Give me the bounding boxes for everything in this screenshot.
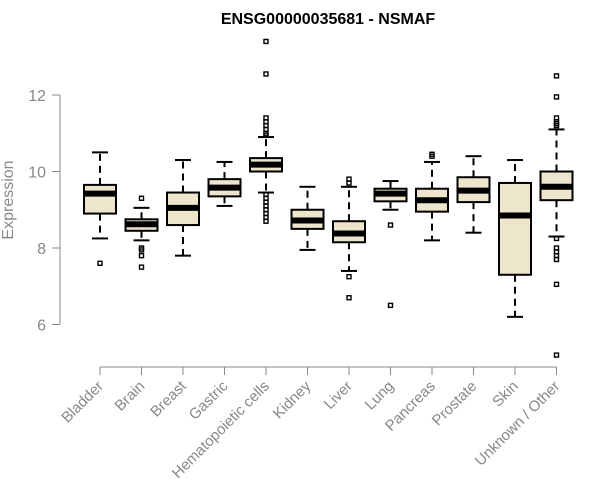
outlier-point bbox=[263, 218, 269, 224]
outlier-point bbox=[263, 71, 269, 77]
y-tick-label: 10 bbox=[28, 165, 46, 182]
outlier-point bbox=[346, 180, 352, 186]
box-prostate bbox=[456, 155, 491, 234]
x-tick-label: Liver bbox=[321, 378, 356, 413]
iqr-box bbox=[498, 181, 532, 276]
y-tick-label: 12 bbox=[28, 88, 46, 105]
box-bladder bbox=[83, 151, 117, 266]
y-tick-label: 6 bbox=[37, 318, 46, 335]
box-breast bbox=[166, 159, 200, 257]
outlier-point bbox=[346, 273, 352, 280]
box-pancreas bbox=[415, 151, 449, 242]
outlier-point bbox=[138, 195, 145, 201]
x-tick-label: Kidney bbox=[270, 377, 315, 422]
outlier-point bbox=[138, 252, 145, 259]
box-hematopoietic-cells bbox=[249, 38, 283, 224]
box-unknown-other bbox=[539, 73, 574, 358]
outlier-point bbox=[138, 264, 145, 270]
outlier-point bbox=[387, 222, 394, 228]
x-tick-label: Skin bbox=[489, 378, 522, 411]
box-kidney bbox=[290, 185, 325, 251]
chart-title: ENSG00000035681 - NSMAF bbox=[221, 11, 436, 28]
y-axis: 6 8 10 12 bbox=[28, 88, 61, 335]
x-tick-label: Brain bbox=[112, 378, 149, 415]
outlier-point bbox=[553, 122, 560, 129]
x-tick-label: Bladder bbox=[58, 378, 107, 427]
outlier-point bbox=[387, 302, 394, 309]
x-tick-label: Breast bbox=[147, 377, 190, 420]
x-tick-label: Prostate bbox=[429, 378, 481, 430]
outlier-point bbox=[553, 73, 560, 79]
outlier-point bbox=[346, 295, 352, 301]
box-skin bbox=[498, 159, 532, 318]
outlier-point bbox=[263, 38, 269, 45]
box-brain bbox=[124, 195, 159, 270]
iqr-box bbox=[83, 183, 117, 215]
box-liver bbox=[332, 176, 366, 301]
outlier-point bbox=[553, 281, 560, 288]
box-gastric bbox=[207, 160, 242, 207]
outlier-point bbox=[553, 235, 560, 242]
outlier-point bbox=[263, 132, 269, 138]
x-tick-label: Lung bbox=[362, 378, 398, 414]
outlier-point bbox=[429, 151, 435, 157]
outlier-point bbox=[97, 260, 103, 266]
outlier-point bbox=[553, 94, 560, 100]
outlier-point bbox=[138, 245, 145, 251]
boxes bbox=[83, 38, 574, 358]
outlier-point bbox=[553, 256, 560, 263]
outlier-point bbox=[553, 352, 560, 358]
y-axis-label: Expression bbox=[0, 160, 17, 239]
box-lung bbox=[373, 180, 408, 309]
y-tick-label: 8 bbox=[37, 241, 46, 258]
